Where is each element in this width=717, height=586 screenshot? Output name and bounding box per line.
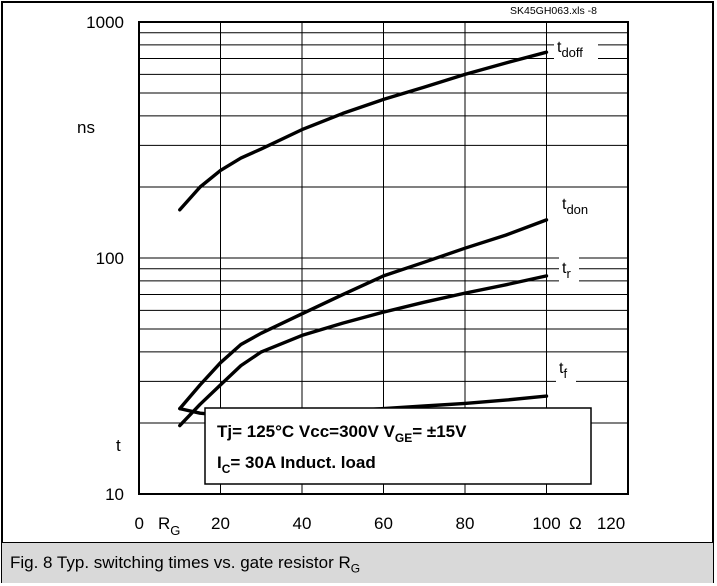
series-label-bg — [559, 193, 595, 221]
conditions-line-1: Tj= 125°C Vcc=300V VGE= ±15V — [217, 422, 467, 445]
x-tick-label: 60 — [374, 514, 393, 533]
series-label-tr: tr — [562, 260, 571, 281]
x-unit-label: Ω — [569, 514, 582, 533]
conditions-line-2: IC= 30A Induct. load — [217, 453, 376, 476]
series-label-bg — [556, 357, 576, 385]
series-label-tdon: tdon — [562, 196, 588, 217]
file-tag: SK45GH063.xls -8 — [510, 5, 597, 17]
series-label-tdoff: tdoff — [557, 39, 583, 60]
x-tick-label: 120 — [597, 514, 625, 533]
y-tick-label: 100 — [96, 249, 124, 268]
y-tick-label: 1000 — [86, 13, 124, 32]
x-tick-label: 20 — [211, 514, 230, 533]
y-unit-label: ns — [77, 118, 95, 137]
plot-area-border — [138, 21, 629, 495]
x-tick-label: 0 — [135, 514, 144, 533]
x-tick-label: 100 — [532, 514, 560, 533]
switching-times-chart: tdoff tdon tr tf 0 20 40 60 80 100 120 10 100 1000 S… — [77, 5, 629, 538]
curve-tdon — [178, 218, 549, 411]
series-labels: tdoff tdon tr tf — [554, 36, 598, 385]
y-symbol-label: t — [116, 436, 121, 455]
x-tick-label: 40 — [293, 514, 312, 533]
conditions-box: Tj= 125°C Vcc=300V VGE= ±15V IC= 30A Ind… — [204, 407, 592, 485]
series-label-bg — [559, 257, 579, 285]
x-axis-label: RG — [158, 514, 180, 538]
axis-ticks: 0 20 40 60 80 100 120 10 100 1000 — [86, 13, 625, 533]
series-label-bg — [554, 36, 598, 64]
figure-caption: Fig. 8 Typ. switching times vs. gate res… — [10, 553, 361, 576]
series-label-tf: tf — [559, 360, 567, 381]
x-tick-label: 80 — [456, 514, 475, 533]
conditions-box-frame — [204, 407, 592, 485]
curve-tr — [178, 274, 549, 428]
chart-curves — [178, 50, 549, 428]
curve-tdoff — [178, 50, 549, 212]
y-tick-label: 10 — [105, 485, 124, 504]
caption-bar: Fig. 8 Typ. switching times vs. gate res… — [2, 542, 713, 583]
